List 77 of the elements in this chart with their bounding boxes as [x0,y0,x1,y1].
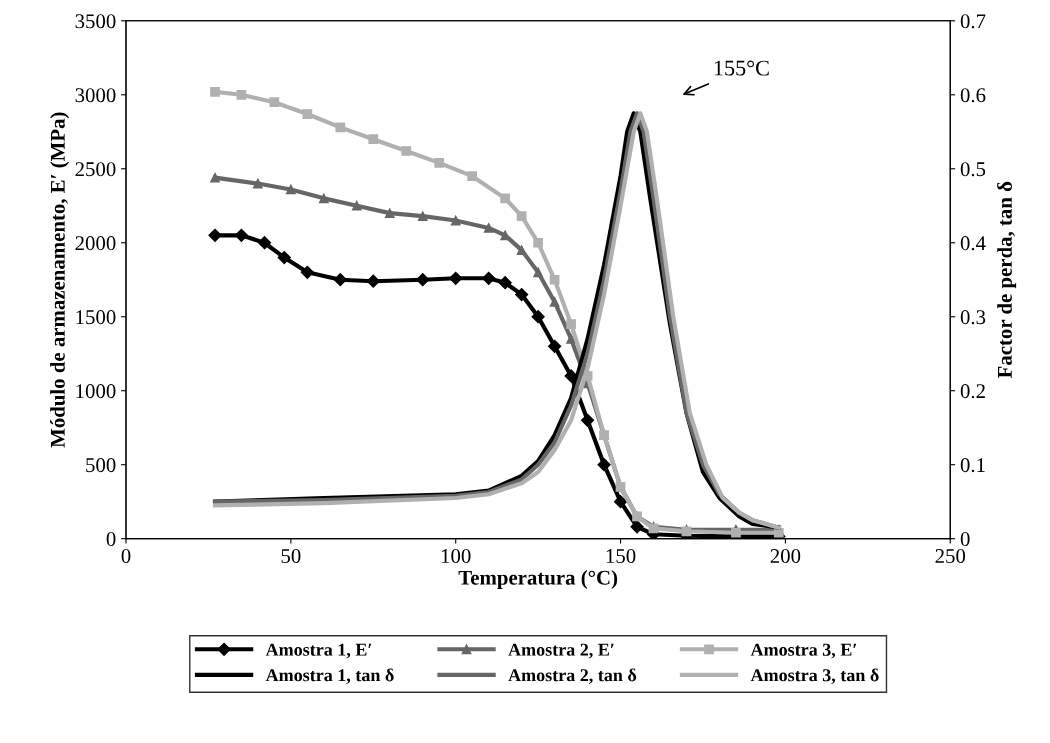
legend-label: Amostra 1, tan δ [265,668,394,684]
point [566,319,576,329]
x-tick-label: 50 [281,549,301,564]
point [434,157,445,168]
legend-label: Amostra 2, E′ [508,643,614,659]
point [401,146,412,156]
annotation: 155°C [714,60,769,76]
y2-axis-title: Factor de perda, tan δ [997,181,1017,379]
point [318,193,329,204]
y2-tick-label: 0.2 [960,384,985,399]
point [597,458,611,472]
point [302,109,313,119]
point [549,274,560,285]
legend-label: Amostra 1, E′ [265,643,372,659]
y2-tick-label: 0.3 [960,310,986,325]
point [333,273,347,287]
y-axis-title: Módulo de armazenamento, E′ (MPa) [50,112,70,448]
legend-label: Amostra 3, tan δ [750,668,879,684]
point [630,520,644,534]
point [300,265,314,279]
y2-tick-label: 0.7 [960,14,986,29]
point [533,237,543,248]
y-tick-label: 1500 [76,310,116,325]
y-tick-label: 2500 [75,162,116,177]
point [236,89,247,100]
point [516,245,527,256]
y2-tick-label: 0.6 [960,88,986,103]
point [253,178,263,189]
y-tick-label: 1000 [76,384,116,399]
point [368,134,379,145]
point [417,211,428,221]
point [269,97,280,108]
x-tick-label: 100 [441,549,471,564]
x-tick-label: 0 [121,549,131,564]
point [500,193,511,204]
point [613,495,628,509]
y-tick-label: 2000 [75,236,116,251]
point [285,184,296,195]
y-tick-label: 0 [106,532,116,547]
point [208,228,222,242]
x-tick-label: 250 [935,549,966,564]
point [580,413,595,427]
point [234,228,248,242]
x-tick-label: 200 [770,549,801,564]
point [515,287,529,302]
point [531,310,545,324]
point [210,172,220,183]
point [483,223,494,233]
point [467,171,478,182]
point [416,273,430,287]
point [257,236,272,250]
x-tick-label: 150 [606,549,636,564]
point [450,215,461,226]
y2-tick-label: 0.5 [960,162,986,177]
point [548,339,562,353]
point [533,267,543,278]
point [366,274,380,288]
point [482,271,496,285]
y2-tick-label: 0.1 [960,458,985,473]
point [516,211,527,221]
point [210,86,220,97]
point [498,276,512,290]
point [384,208,395,219]
point [549,297,560,307]
y2-tick-label: 0.4 [960,236,986,251]
point [335,122,346,133]
point [277,250,291,265]
legend-label: Amostra 3, E′ [750,643,857,659]
point [449,271,463,285]
y-tick-label: 3500 [75,14,116,29]
y-tick-label: 3000 [75,88,116,103]
x-axis-title: Temperatura (°C) [458,570,618,589]
legend-label: Amostra 2, tan δ [508,668,637,684]
point [351,200,362,211]
point [566,334,576,344]
y-tick-label: 500 [86,458,116,473]
y2-tick-label: 0 [960,532,970,547]
